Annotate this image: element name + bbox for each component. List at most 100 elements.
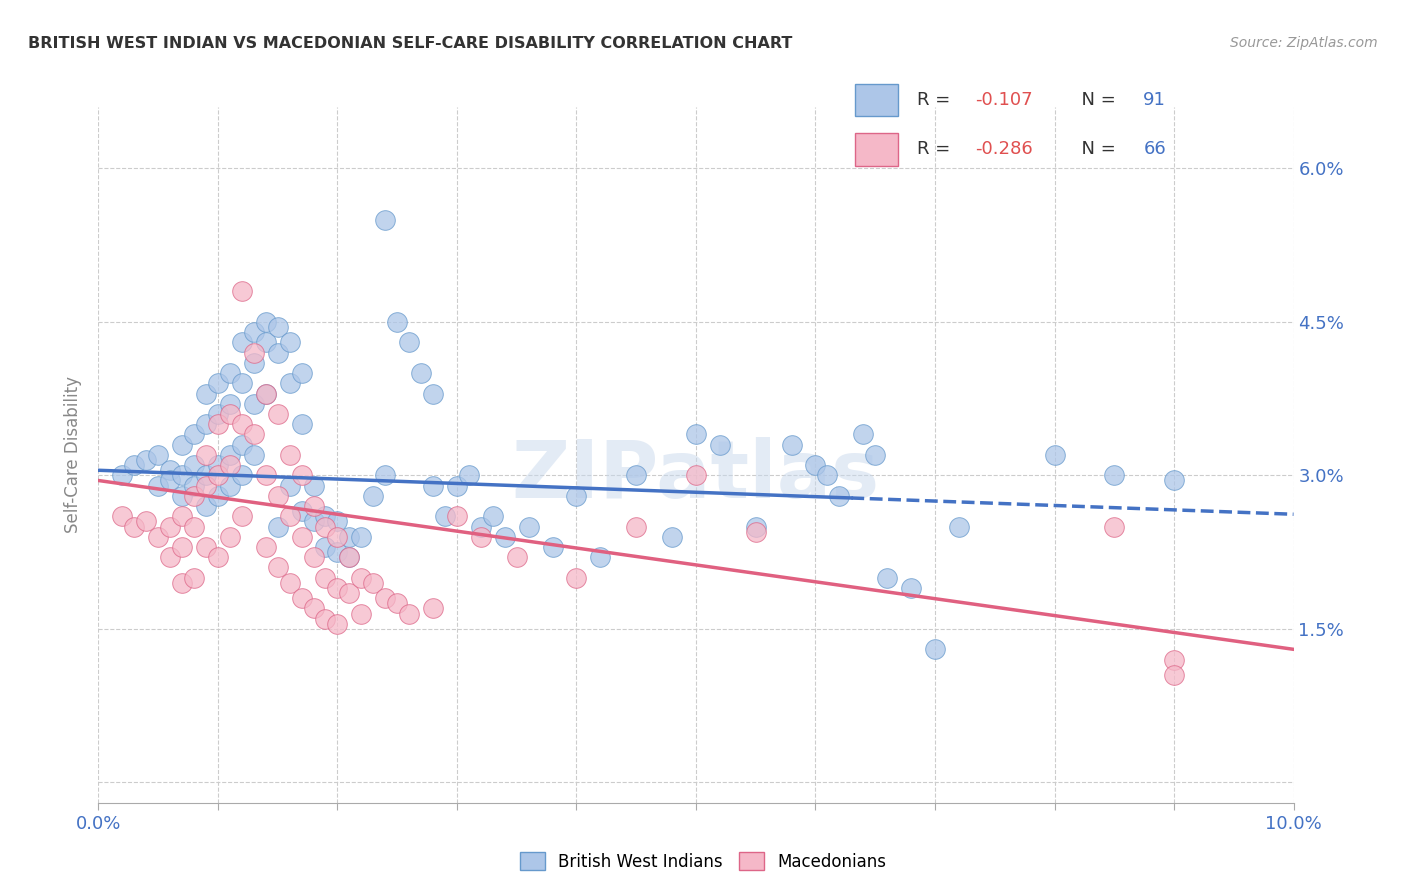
Point	[231, 335, 253, 350]
Point	[243, 356, 266, 370]
Point	[411, 366, 433, 380]
Point	[315, 571, 337, 585]
Text: BRITISH WEST INDIAN VS MACEDONIAN SELF-CARE DISABILITY CORRELATION CHART: BRITISH WEST INDIAN VS MACEDONIAN SELF-C…	[28, 36, 793, 51]
Point	[589, 550, 612, 565]
Point	[948, 519, 970, 533]
Point	[219, 448, 242, 462]
Text: Source: ZipAtlas.com: Source: ZipAtlas.com	[1230, 36, 1378, 50]
Point	[315, 519, 337, 533]
Point	[159, 519, 181, 533]
Point	[434, 509, 457, 524]
Point	[159, 463, 181, 477]
Point	[243, 397, 266, 411]
Point	[565, 489, 588, 503]
Point	[815, 468, 838, 483]
Point	[278, 509, 301, 524]
Point	[350, 530, 373, 544]
Point	[1104, 519, 1126, 533]
Point	[267, 407, 290, 421]
Point	[267, 345, 290, 359]
Point	[231, 509, 253, 524]
Point	[124, 519, 146, 533]
Point	[124, 458, 146, 472]
Point	[231, 284, 253, 298]
Point	[363, 489, 385, 503]
Point	[219, 458, 242, 472]
Point	[148, 448, 170, 462]
Point	[183, 458, 205, 472]
Point	[565, 571, 588, 585]
Point	[374, 212, 396, 227]
Legend: British West Indians, Macedonians: British West Indians, Macedonians	[512, 844, 894, 880]
Point	[219, 397, 242, 411]
Point	[219, 530, 242, 544]
Point	[195, 448, 218, 462]
Point	[626, 519, 648, 533]
Point	[254, 386, 277, 401]
Point	[135, 453, 157, 467]
Point	[339, 550, 360, 565]
Y-axis label: Self-Care Disability: Self-Care Disability	[65, 376, 83, 533]
Point	[470, 530, 492, 544]
Point	[446, 509, 468, 524]
Point	[626, 468, 648, 483]
Point	[172, 575, 194, 590]
Point	[148, 478, 170, 492]
Point	[243, 427, 266, 442]
Point	[422, 601, 444, 615]
Point	[195, 468, 218, 483]
Point	[339, 550, 360, 565]
Point	[183, 571, 205, 585]
Point	[267, 519, 290, 533]
Point	[254, 386, 277, 401]
Point	[207, 489, 229, 503]
Point	[278, 478, 301, 492]
Point	[243, 325, 266, 339]
Point	[1163, 474, 1185, 488]
Point	[315, 509, 337, 524]
Point	[398, 335, 420, 350]
Point	[385, 596, 409, 610]
Point	[517, 519, 540, 533]
Point	[302, 515, 325, 529]
Point	[1104, 468, 1126, 483]
Point	[278, 376, 301, 391]
Point	[422, 386, 444, 401]
Point	[207, 376, 229, 391]
Point	[326, 530, 349, 544]
Point	[172, 540, 194, 554]
Point	[291, 417, 314, 432]
Point	[111, 509, 134, 524]
Point	[159, 474, 181, 488]
Point	[183, 489, 205, 503]
Point	[458, 468, 481, 483]
Point	[231, 417, 253, 432]
Point	[231, 376, 253, 391]
Point	[207, 417, 229, 432]
Point	[135, 515, 157, 529]
Point	[219, 366, 242, 380]
Point	[254, 335, 277, 350]
Point	[172, 438, 194, 452]
Point	[1163, 668, 1185, 682]
Point	[481, 509, 505, 524]
Point	[1043, 448, 1066, 462]
Point	[900, 581, 922, 595]
Point	[231, 468, 253, 483]
Point	[470, 519, 492, 533]
Point	[183, 427, 205, 442]
Point	[254, 540, 277, 554]
Point	[745, 519, 768, 533]
Point	[326, 616, 349, 631]
Point	[661, 530, 683, 544]
Point	[506, 550, 529, 565]
Text: 91: 91	[1143, 91, 1166, 109]
Point	[398, 607, 420, 621]
Point	[291, 366, 314, 380]
Point	[685, 427, 707, 442]
Point	[195, 386, 218, 401]
Point	[291, 468, 314, 483]
FancyBboxPatch shape	[855, 84, 898, 116]
FancyBboxPatch shape	[855, 134, 898, 166]
Point	[278, 448, 301, 462]
